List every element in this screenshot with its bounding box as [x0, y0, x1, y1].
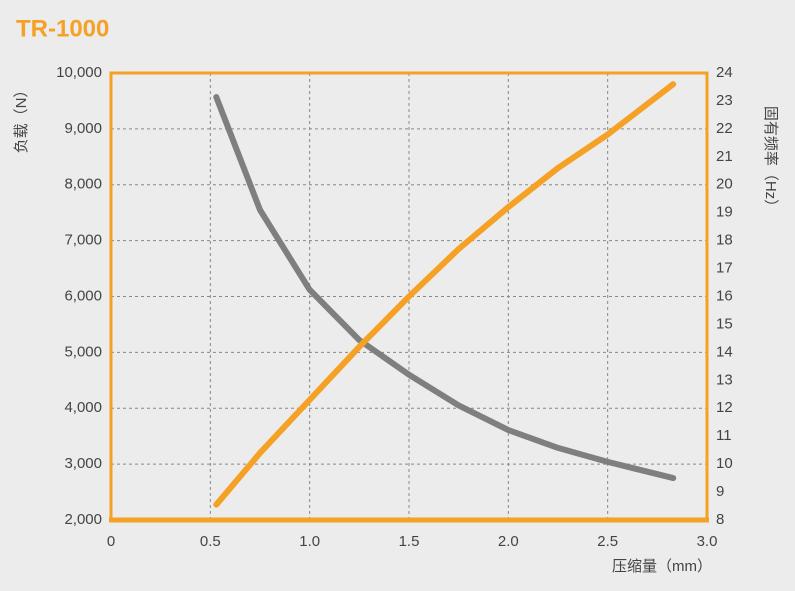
- y2-tick-label: 19: [716, 204, 733, 221]
- y-tick-label: 4,000: [64, 399, 102, 416]
- y2-tick-label: 9: [716, 483, 724, 500]
- x-tick-label: 1.5: [399, 533, 420, 550]
- x-tick-label: 2.5: [597, 533, 618, 550]
- x-tick-label: 1.0: [299, 533, 320, 550]
- y2-tick-label: 18: [716, 232, 733, 249]
- y2-tick-label: 21: [716, 148, 733, 165]
- data-line: [213, 81, 677, 508]
- y-tick-label: 6,000: [64, 287, 102, 304]
- y-tick-label: 5,000: [64, 343, 102, 360]
- y2-tick-label: 24: [716, 64, 733, 81]
- y2-tick-label: 13: [716, 371, 733, 388]
- y2-tick-label: 15: [716, 315, 733, 332]
- y2-tick-label: 11: [716, 427, 732, 444]
- x-tick-label: 2.0: [498, 533, 519, 550]
- y2-tick-label: 20: [716, 176, 733, 193]
- y2-tick-label: 10: [716, 455, 733, 472]
- y2-tick-label: 23: [716, 92, 733, 109]
- x-tick-label: 3.0: [697, 533, 718, 550]
- y-tick-label: 3,000: [64, 455, 102, 472]
- y-tick-label: 10,000: [56, 64, 102, 81]
- y-axis-label: 负载（N）: [13, 83, 30, 154]
- y2-tick-label: 14: [716, 343, 733, 360]
- y-tick-label: 7,000: [64, 232, 102, 249]
- y-tick-label: 2,000: [64, 511, 102, 528]
- y-tick-label: 9,000: [64, 120, 102, 137]
- x-axis-label: 压缩量（mm）: [612, 558, 712, 575]
- x-tick-label: 0: [107, 533, 115, 550]
- y2-tick-label: 12: [716, 399, 733, 416]
- x-tick-label: 0.5: [200, 533, 221, 550]
- chart-title: TR-1000: [16, 15, 109, 42]
- y2-tick-label: 22: [716, 120, 733, 137]
- y-tick-label: 8,000: [64, 176, 102, 193]
- y2-tick-label: 16: [716, 287, 733, 304]
- y2-tick-label: 17: [716, 260, 733, 277]
- data-line: [213, 94, 677, 482]
- y2-axis-label: 固有频率（Hz）: [762, 106, 779, 214]
- y2-tick-label: 8: [716, 511, 724, 528]
